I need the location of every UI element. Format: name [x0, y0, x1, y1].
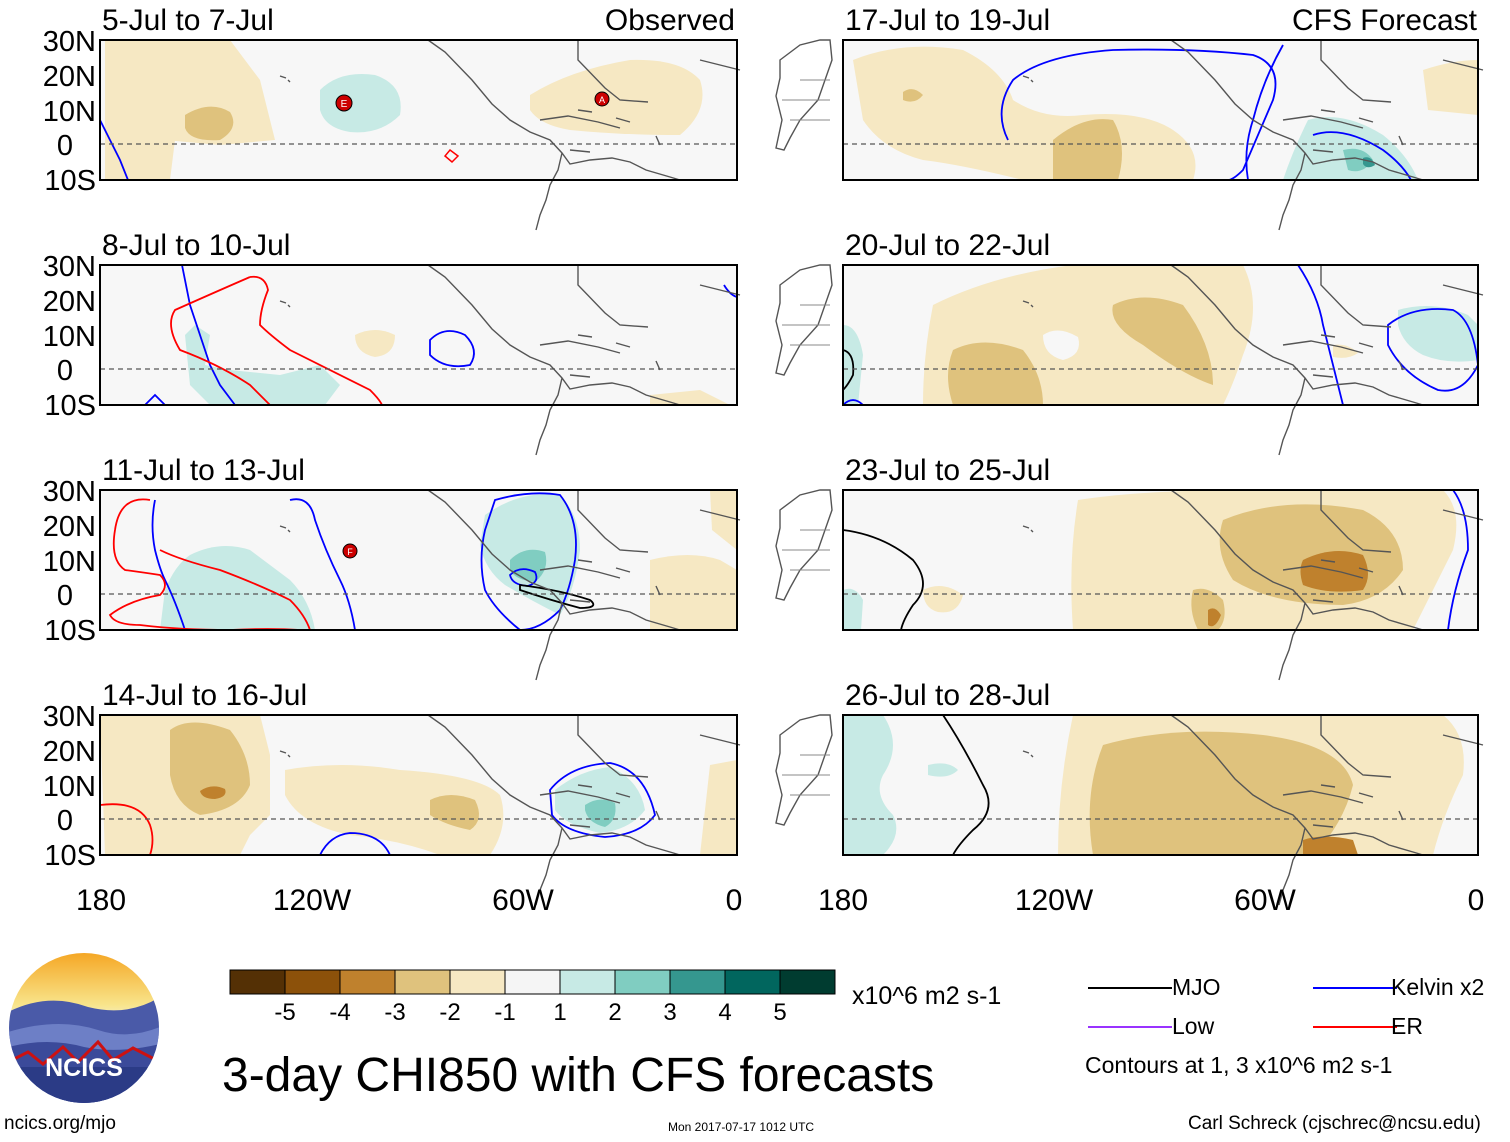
panel-7	[842, 489, 1510, 681]
colorbar-swatch	[449, 969, 506, 995]
colorbar-tick-label: 4	[718, 999, 731, 1024]
colorbar-tick-label: 2	[608, 999, 621, 1024]
contour-note: Contours at 1, 3 x10^6 m2 s-1	[1085, 1052, 1393, 1078]
x-tick-label: 60W	[492, 884, 554, 917]
panel-4	[99, 714, 833, 906]
colorbar-tick-label: 3	[663, 999, 676, 1024]
colorbar-tick-label: -2	[439, 999, 460, 1024]
colorbar-swatch	[614, 969, 671, 995]
x-tick-label: 120W	[273, 884, 352, 917]
y-tick-label: 20N	[43, 511, 96, 543]
y-tick-label: 0	[57, 355, 73, 387]
x-tick-label: 180	[818, 884, 868, 917]
x-axis-right: 180 120W 60W 0	[818, 884, 1484, 917]
colorbar-swatch	[229, 969, 286, 995]
panel-3: F	[99, 489, 833, 681]
x-axis-left: 180 120W 60W 0	[76, 884, 742, 917]
x-tick-label: 120W	[1015, 884, 1094, 917]
colorbar-tick-label: -4	[329, 999, 350, 1024]
figure-title: 3-day CHI850 with CFS forecasts	[222, 1049, 935, 1102]
colorbar-swatch	[394, 969, 451, 995]
legend-low-line	[1088, 1026, 1172, 1028]
colorbar-units: x10^6 m2 s-1	[852, 982, 1002, 1010]
y-tick-label: 10S	[44, 840, 96, 872]
panel-7-title: 23-Jul to 25-Jul	[845, 454, 1050, 487]
y-tick-label: 20N	[43, 736, 96, 768]
y-tick-label: 30N	[43, 26, 96, 58]
colorbar-swatch	[724, 969, 781, 995]
colorbar-tick-label: -1	[494, 999, 515, 1024]
y-tick-label: 30N	[43, 476, 96, 508]
panel-5	[842, 39, 1510, 231]
forecast-label: CFS Forecast	[1292, 4, 1478, 37]
legend-mjo-label: MJO	[1172, 974, 1221, 1000]
panel-5-title: 17-Jul to 19-Jul	[845, 4, 1050, 37]
legend-er-line	[1313, 1026, 1397, 1028]
ncics-logo: NCICS	[9, 953, 159, 1103]
y-tick-label: 0	[57, 805, 73, 837]
colorbar-swatch	[504, 969, 561, 995]
y-tick-label: 10S	[44, 165, 96, 197]
storm-marker-a	[594, 91, 610, 107]
colorbar-swatch	[284, 969, 341, 995]
author-credit: Carl Schreck (cjschrec@ncsu.edu)	[1188, 1113, 1481, 1134]
y-tick-label: 0	[57, 580, 73, 612]
colorbar: -5 -4 -3 -2 -1 1 2 3 4 5	[229, 969, 836, 1024]
colorbar-swatch	[559, 969, 616, 995]
y-tick-label: 10S	[44, 615, 96, 647]
panel-6-title: 20-Jul to 22-Jul	[845, 229, 1050, 262]
x-tick-label: 0	[726, 884, 743, 917]
y-tick-label: 0	[57, 130, 73, 162]
colorbar-tick-label: -5	[274, 999, 295, 1024]
colorbar-swatch	[669, 969, 726, 995]
panel-2	[99, 264, 833, 456]
legend-kelvin-label: Kelvin x2	[1391, 974, 1485, 1000]
panel-3-title: 11-Jul to 13-Jul	[102, 454, 305, 487]
panel-1-title: 5-Jul to 7-Jul	[102, 4, 274, 37]
panel-2-title: 8-Jul to 10-Jul	[102, 229, 290, 262]
y-tick-label: 30N	[43, 701, 96, 733]
legend-er-label: ER	[1391, 1013, 1423, 1039]
x-tick-label: 60W	[1234, 884, 1296, 917]
x-tick-label: 0	[1468, 884, 1485, 917]
colorbar-tick-label: 1	[553, 999, 566, 1024]
y-tick-label: 20N	[43, 286, 96, 318]
y-axis-panel-2: 30N 20N 10N 0 10S	[43, 251, 96, 422]
storm-marker-f-label: F	[347, 547, 353, 557]
panel-1: E A	[99, 39, 833, 231]
panel-8	[842, 714, 1510, 906]
y-tick-label: 30N	[43, 251, 96, 283]
storm-marker-e-label: E	[341, 99, 348, 110]
y-tick-label: 10N	[43, 321, 96, 353]
y-axis-panel-3: 30N 20N 10N 0 10S	[43, 476, 96, 647]
y-axis-panel-4: 30N 20N 10N 0 10S	[43, 701, 96, 872]
panel-8-title: 26-Jul to 28-Jul	[845, 679, 1050, 712]
observed-label: Observed	[605, 4, 735, 37]
timestamp: Mon 2017-07-17 1012 UTC	[668, 1120, 815, 1134]
colorbar-tick-label: 5	[773, 999, 786, 1024]
colorbar-tick-label: -3	[384, 999, 405, 1024]
map-figure: E A F	[43, 4, 1510, 917]
panel-6	[842, 264, 1510, 456]
legend-mjo-line	[1088, 987, 1172, 989]
website-link[interactable]: ncics.org/mjo	[4, 1113, 116, 1134]
storm-marker-e	[335, 94, 353, 112]
y-tick-label: 10N	[43, 546, 96, 578]
colorbar-swatch	[339, 969, 396, 995]
y-tick-label: 10N	[43, 96, 96, 128]
colorbar-swatch	[779, 969, 836, 995]
x-tick-label: 180	[76, 884, 126, 917]
panel-4-title: 14-Jul to 16-Jul	[102, 679, 307, 712]
y-tick-label: 20N	[43, 61, 96, 93]
y-tick-label: 10S	[44, 390, 96, 422]
storm-marker-a-label: A	[599, 95, 605, 105]
legend-low-label: Low	[1172, 1013, 1215, 1039]
legend-kelvin-line	[1313, 987, 1397, 989]
y-axis-panel-1: 30N 20N 10N 0 10S	[43, 26, 96, 197]
storm-marker-f	[342, 543, 358, 559]
y-tick-label: 10N	[43, 771, 96, 803]
logo-text: NCICS	[45, 1054, 123, 1082]
